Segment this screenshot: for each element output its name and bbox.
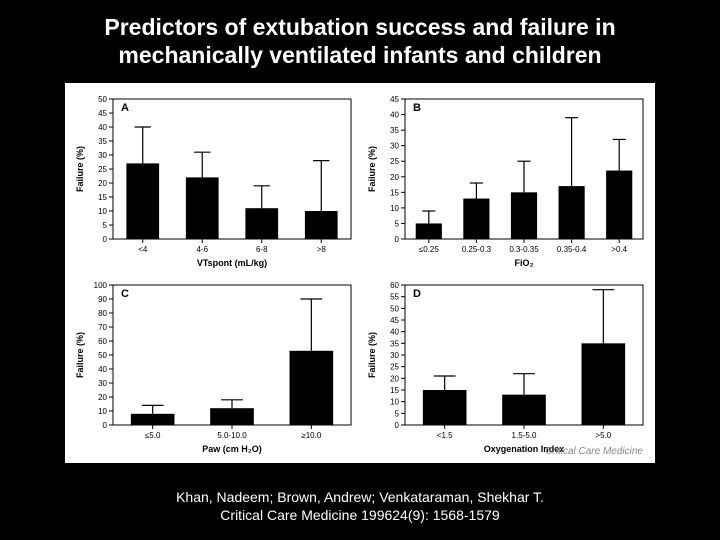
figure-container: 05101520253035404550Failure (%)<44-66-8>… — [65, 83, 655, 463]
svg-text:60: 60 — [98, 337, 107, 346]
svg-text:0: 0 — [395, 421, 400, 430]
svg-text:C: C — [121, 288, 129, 300]
svg-text:20: 20 — [98, 393, 107, 402]
svg-text:Failure (%): Failure (%) — [75, 332, 85, 378]
svg-text:25: 25 — [390, 157, 399, 166]
svg-text:15: 15 — [390, 189, 399, 198]
svg-text:20: 20 — [98, 179, 107, 188]
svg-text:>0.4: >0.4 — [611, 245, 627, 254]
svg-text:80: 80 — [98, 309, 107, 318]
svg-text:40: 40 — [390, 111, 399, 120]
panel-a: 0 5 10 15 20 25 30 35 40 45 50 Failure (%) <4 4-6 6-8 >… — [71, 91, 357, 269]
svg-text:90: 90 — [98, 295, 107, 304]
citation-authors: Khan, Nadeem; Brown, Andrew; Venkatarama… — [0, 488, 720, 506]
svg-text:0: 0 — [103, 421, 108, 430]
svg-text:<4: <4 — [138, 245, 148, 254]
svg-text:45: 45 — [390, 316, 399, 325]
svg-text:10: 10 — [98, 407, 107, 416]
panel-b: 0 5 10 15 20 25 30 35 40 45 Failure (%) ≤0.25 0.25-0… — [363, 91, 649, 269]
svg-text:Oxygenation Index: Oxygenation Index — [484, 444, 565, 454]
svg-text:30: 30 — [390, 142, 399, 151]
citation-journal: Critical Care Medicine 199624(9): 1568-1… — [0, 506, 720, 524]
panel-c: 0 10 20 30 40 50 60 70 80 90 100 Failure (%) ≤5.0 5.0… — [71, 277, 357, 455]
panel-grid: 05101520253035404550Failure (%)<44-66-8>… — [71, 91, 649, 455]
chart-a: 0 5 10 15 20 25 30 35 40 45 50 Failure (%) <4 4-6 6-8 >… — [71, 91, 357, 269]
svg-text:10: 10 — [390, 398, 399, 407]
svg-text:30: 30 — [98, 379, 107, 388]
chart-d: 0 5 10 15 20 25 30 35 40 45 50 55 60 Failure (%) <1.5 1… — [363, 277, 649, 455]
svg-text:55: 55 — [390, 293, 399, 302]
svg-text:70: 70 — [98, 323, 107, 332]
svg-text:25: 25 — [390, 363, 399, 372]
svg-text:40: 40 — [98, 365, 107, 374]
panel-d: 0 5 10 15 20 25 30 35 40 45 50 55 60 Failure (%) <1.5 1… — [363, 277, 649, 455]
svg-text:15: 15 — [390, 386, 399, 395]
svg-text:35: 35 — [390, 126, 399, 135]
svg-text:D: D — [413, 288, 421, 300]
citation: Khan, Nadeem; Brown, Andrew; Venkatarama… — [0, 488, 720, 524]
svg-text:45: 45 — [98, 109, 107, 118]
svg-text:10: 10 — [390, 204, 399, 213]
svg-text:VTspont (mL/kg): VTspont (mL/kg) — [197, 258, 267, 268]
svg-text:A: A — [121, 102, 129, 114]
svg-text:0: 0 — [103, 235, 108, 244]
svg-text:50: 50 — [390, 305, 399, 314]
svg-text:30: 30 — [390, 351, 399, 360]
svg-text:35: 35 — [98, 137, 107, 146]
svg-text:40: 40 — [390, 328, 399, 337]
svg-text:25: 25 — [98, 165, 107, 174]
svg-text:5: 5 — [395, 220, 400, 229]
svg-text:≤0.25: ≤0.25 — [419, 245, 440, 254]
svg-text:B: B — [413, 102, 421, 114]
svg-text:Paw (cm H₂O): Paw (cm H₂O) — [202, 444, 262, 454]
svg-text:>8: >8 — [317, 245, 327, 254]
svg-text:≥10.0: ≥10.0 — [301, 431, 322, 440]
svg-text:0: 0 — [395, 235, 400, 244]
svg-text:35: 35 — [390, 340, 399, 349]
svg-text:0.35-0.4: 0.35-0.4 — [557, 245, 587, 254]
svg-text:0.3-0.35: 0.3-0.35 — [509, 245, 539, 254]
slide: Predictors of extubation success and fai… — [0, 0, 720, 540]
svg-text:10: 10 — [98, 207, 107, 216]
chart-c: 0 10 20 30 40 50 60 70 80 90 100 Failure (%) ≤5.0 5.0… — [71, 277, 357, 455]
svg-text:<1.5: <1.5 — [437, 431, 453, 440]
svg-text:100: 100 — [94, 281, 108, 290]
chart-b: 0 5 10 15 20 25 30 35 40 45 Failure (%) ≤0.25 0.25-0… — [363, 91, 649, 269]
svg-text:6-8: 6-8 — [256, 245, 268, 254]
svg-text:45: 45 — [390, 95, 399, 104]
svg-text:5: 5 — [103, 221, 108, 230]
svg-text:50: 50 — [98, 351, 107, 360]
svg-text:≤5.0: ≤5.0 — [145, 431, 161, 440]
svg-text:20: 20 — [390, 375, 399, 384]
svg-text:Failure (%): Failure (%) — [367, 332, 377, 378]
svg-text:30: 30 — [98, 151, 107, 160]
svg-text:20: 20 — [390, 173, 399, 182]
svg-text:Failure (%): Failure (%) — [75, 146, 85, 192]
svg-text:60: 60 — [390, 281, 399, 290]
svg-text:5.0-10.0: 5.0-10.0 — [217, 431, 247, 440]
svg-text:50: 50 — [98, 95, 107, 104]
svg-text:Failure (%): Failure (%) — [367, 146, 377, 192]
svg-text:5: 5 — [395, 410, 400, 419]
svg-text:40: 40 — [98, 123, 107, 132]
svg-text:15: 15 — [98, 193, 107, 202]
svg-text:0.25-0.3: 0.25-0.3 — [462, 245, 492, 254]
svg-text:FiO₂: FiO₂ — [515, 258, 534, 268]
svg-text:4-6: 4-6 — [196, 245, 208, 254]
slide-title: Predictors of extubation success and fai… — [0, 0, 720, 77]
svg-text:>5.0: >5.0 — [595, 431, 611, 440]
svg-text:1.5-5.0: 1.5-5.0 — [512, 431, 537, 440]
